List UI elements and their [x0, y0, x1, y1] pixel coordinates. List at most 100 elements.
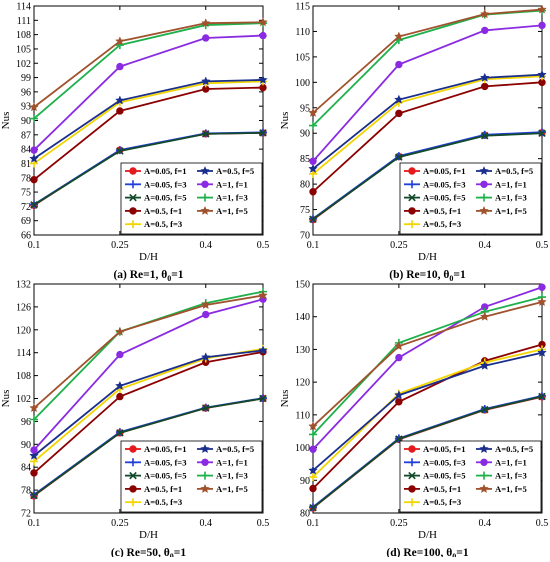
legend-label: A=1, f=1	[216, 179, 248, 189]
chart-panel-4: 80 90 100 110 120 130 140 150 0.1 0.25 0.4 0.5 D/H Nu…	[279, 280, 548, 562]
data-point	[30, 491, 38, 500]
legend-label: A=0.5, f=3	[423, 219, 461, 229]
data-point	[537, 296, 547, 307]
legend-label: A=0.05, f=3	[144, 179, 187, 189]
legend-label: A=0.05, f=1	[423, 444, 466, 454]
data-point	[29, 153, 39, 163]
chart-panel-1: 66 69 72 75 78 81 84 87 90 93 96 99 102 105 108 111 114 0…	[0, 2, 269, 284]
panel-caption: (a) Re=1, θ0=1	[113, 269, 183, 283]
legend-label: A=0.5, f=5	[216, 444, 254, 454]
legend-entry: A=0.5, f=3	[125, 219, 182, 229]
y-tick-label: 120	[16, 325, 31, 336]
series-a-0-05-f-5	[309, 392, 546, 512]
y-tick-label: 120	[295, 378, 310, 389]
legend-entry: A=0.05, f=1	[404, 166, 466, 176]
legend-marker	[480, 458, 488, 467]
data-point	[479, 360, 490, 370]
y-tick-label: 132	[16, 280, 31, 291]
legend-label: A=0.05, f=3	[144, 457, 187, 467]
y-tick-label: 66	[21, 231, 31, 242]
series-a-0-5-f-5	[29, 345, 268, 460]
x-tick-label: 0.4	[479, 240, 492, 251]
y-tick-label: 108	[16, 30, 31, 41]
legend-marker	[408, 193, 416, 202]
legend-marker	[201, 193, 209, 202]
legend-label: A=0.5, f=1	[423, 206, 461, 216]
data-point	[116, 350, 124, 359]
chart-panel-3: 72 78 84 90 96 102 108 114 120 126 132 0.1 0.25 0.4 0.…	[0, 280, 269, 562]
series-line	[33, 294, 264, 409]
series-line	[312, 132, 543, 220]
data-point	[481, 26, 489, 35]
y-axis-label: Nus	[0, 390, 12, 408]
legend: A=0.05, f=1 A=0.05, f=3 A=0.05, f=5 A=0.5, …	[120, 440, 263, 513]
series-line	[33, 397, 264, 497]
series-a-1-f-5	[308, 296, 547, 431]
data-point	[202, 34, 210, 42]
x-tick-label: 0.1	[28, 240, 41, 251]
legend-entry: A=0.05, f=3	[125, 457, 187, 467]
series-line	[312, 395, 543, 509]
data-point	[309, 445, 317, 453]
y-tick-label: 84	[21, 145, 31, 156]
data-point	[395, 353, 403, 362]
legend-marker	[479, 443, 489, 454]
data-point	[538, 283, 546, 291]
legend-marker	[129, 458, 137, 467]
data-point	[309, 157, 317, 165]
data-point	[309, 188, 317, 196]
legend: A=0.05, f=1 A=0.05, f=3 A=0.05, f=5 A=0.5, …	[120, 162, 263, 235]
legend-label: A=0.05, f=1	[144, 166, 187, 176]
legend-entry: A=0.5, f=3	[404, 497, 461, 507]
y-tick-label: 90	[300, 129, 310, 140]
legend-label: A=0.5, f=5	[495, 444, 533, 454]
y-tick-label: 80	[300, 509, 310, 520]
series-a-1-f-5	[308, 4, 547, 117]
legend-box	[120, 162, 263, 235]
x-tick-label: 0.25	[390, 240, 408, 251]
y-tick-label: 70	[300, 231, 310, 242]
series-line	[33, 86, 264, 181]
x-axis-label: D/H	[139, 251, 158, 263]
data-point	[394, 390, 404, 400]
legend-marker	[201, 458, 209, 467]
legend-label: A=0.05, f=1	[423, 166, 466, 176]
y-tick-label: 81	[21, 159, 31, 170]
legend-entry: A=1, f=1	[197, 457, 248, 467]
series-line	[33, 132, 264, 206]
y-tick-label: 110	[295, 27, 310, 38]
data-point	[395, 60, 403, 69]
legend-label: A=0.05, f=5	[144, 193, 187, 203]
series-line	[312, 301, 543, 427]
series-line	[33, 79, 264, 160]
data-point	[29, 102, 39, 112]
data-point	[30, 415, 38, 424]
legend-marker	[129, 220, 137, 229]
series-line	[312, 348, 543, 478]
data-point	[538, 129, 546, 137]
legend-entry: A=0.5, f=3	[125, 497, 182, 507]
y-axis-label: Nus	[279, 390, 291, 408]
legend-marker	[129, 180, 137, 189]
data-point	[259, 129, 267, 137]
legend-marker	[408, 498, 416, 507]
legend-marker	[200, 205, 210, 215]
series-a-1-f-5	[29, 290, 268, 413]
data-point	[309, 169, 317, 178]
y-tick-label: 87	[21, 130, 31, 141]
series-line	[312, 8, 543, 114]
legend-marker	[408, 207, 416, 215]
legend-box	[120, 440, 263, 513]
legend-label: A=0.5, f=3	[144, 497, 182, 507]
data-point	[309, 473, 317, 482]
y-tick-label: 114	[16, 2, 31, 13]
legend-entry: A=0.05, f=5	[125, 471, 187, 481]
legend: A=0.05, f=1 A=0.05, f=3 A=0.05, f=5 A=0.5, …	[399, 162, 542, 235]
legend-entry: A=1, f=3	[197, 193, 248, 203]
data-point	[258, 345, 268, 355]
legend-marker	[129, 167, 137, 175]
data-point	[202, 310, 210, 319]
data-point	[394, 341, 404, 351]
legend-label: A=1, f=5	[216, 484, 248, 494]
